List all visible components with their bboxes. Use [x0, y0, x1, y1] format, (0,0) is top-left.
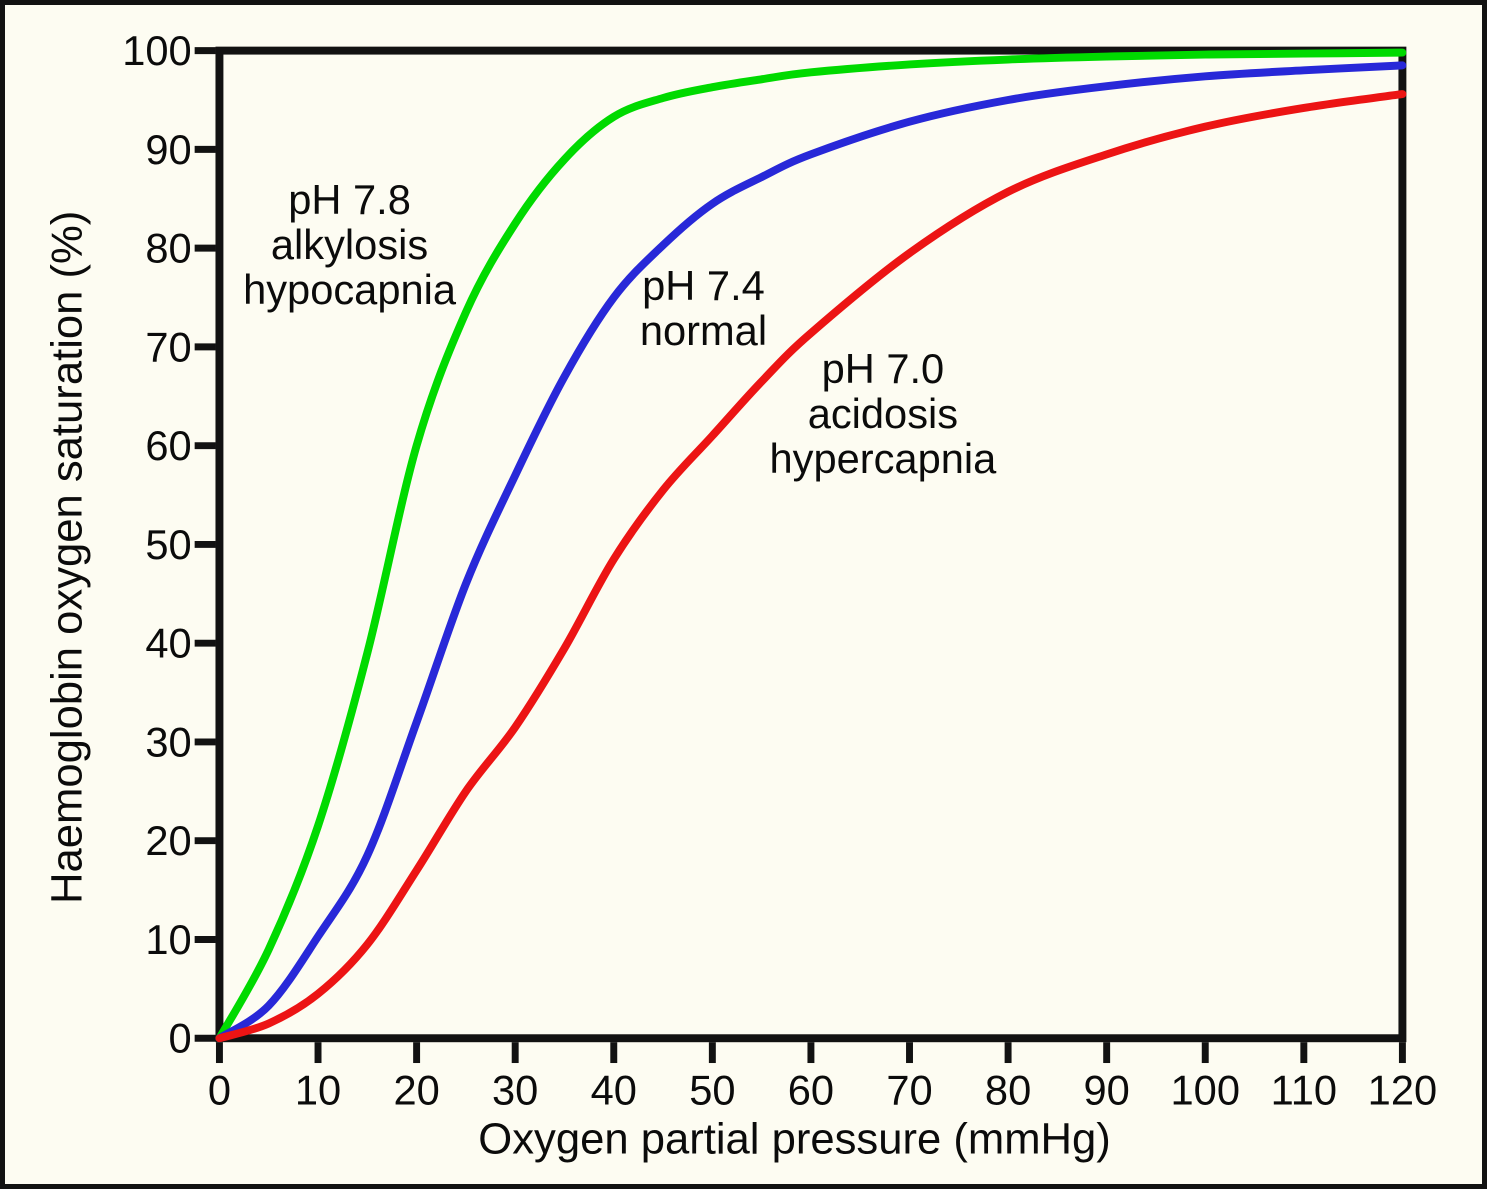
x-tick-label: 40 — [591, 1066, 637, 1113]
y-tick-label: 70 — [145, 323, 191, 370]
y-tick-label: 0 — [169, 1015, 192, 1062]
curve-label-ph-7-0: pH 7.0 — [822, 345, 945, 392]
y-tick-label: 90 — [145, 126, 191, 173]
curve-label-ph-7-0: acidosis — [808, 390, 958, 437]
curve-label-ph-7-4: normal — [640, 307, 767, 354]
x-axis-label: Oxygen partial pressure (mmHg) — [478, 1115, 1111, 1163]
curve-ph-7-4 — [215, 61, 1407, 1043]
x-tick-label: 100 — [1171, 1066, 1240, 1113]
y-tick-label: 50 — [145, 521, 191, 568]
x-tick-label: 70 — [886, 1066, 932, 1113]
curve-ph-7-8 — [215, 48, 1407, 1043]
x-tick-label: 80 — [985, 1066, 1031, 1113]
plot-frame — [215, 46, 1407, 1043]
y-tick-label: 20 — [145, 817, 191, 864]
x-tick-label: 0 — [208, 1066, 231, 1113]
x-tick-label: 120 — [1368, 1066, 1437, 1113]
x-tick-label: 50 — [689, 1066, 735, 1113]
y-axis-label: Haemoglobin oxygen saturation (%) — [44, 211, 92, 904]
x-tick-label: 20 — [393, 1066, 439, 1113]
curve-ph-7-0 — [215, 90, 1407, 1043]
x-tick-label: 30 — [492, 1066, 538, 1113]
curve-label-ph-7-8: alkylosis — [271, 221, 428, 268]
curve-label-ph-7-8: pH 7.8 — [288, 176, 411, 223]
curve-label-ph-7-4: pH 7.4 — [642, 262, 765, 309]
y-tick-label: 40 — [145, 620, 191, 667]
x-tick-label: 90 — [1084, 1066, 1130, 1113]
x-tick-label: 10 — [295, 1066, 341, 1113]
y-tick-label: 10 — [145, 916, 191, 963]
curve-label-ph-7-0: hypercapnia — [769, 435, 997, 482]
y-tick-label: 60 — [145, 422, 191, 469]
y-tick-label: 80 — [145, 225, 191, 272]
x-tick-label: 60 — [788, 1066, 834, 1113]
curve-label-ph-7-8: hypocapnia — [243, 266, 457, 313]
oxygen-dissociation-chart: 0 10 20 30 40 50 60 70 80 90 100 110 120 0 10 20 30 40 50 6… — [44, 27, 1437, 1163]
y-tick-label: 30 — [145, 718, 191, 765]
y-tick-label: 100 — [122, 27, 191, 74]
x-tick-label: 110 — [1271, 1066, 1337, 1113]
